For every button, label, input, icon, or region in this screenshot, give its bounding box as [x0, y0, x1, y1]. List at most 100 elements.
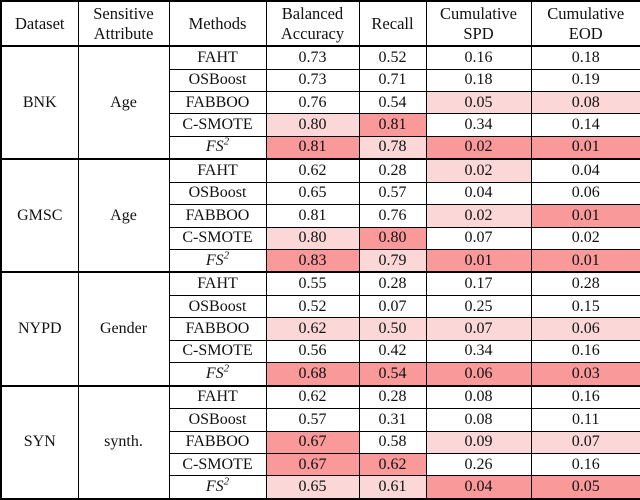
eod-cell: 0.28 [530, 271, 640, 296]
eod-cell: 0.06 [530, 181, 640, 206]
method-label: OSBoost [189, 411, 247, 428]
eod-cell: 0.07 [530, 430, 640, 454]
method-base: OSBoost [188, 410, 247, 428]
method-base: C-SMOTE [182, 116, 253, 134]
balanced-accuracy-cell: 0.81 [265, 204, 360, 228]
balanced-accuracy-cell: 0.73 [265, 68, 360, 92]
method-label: FABBOO [186, 94, 250, 111]
recall-cell: 0.71 [358, 68, 427, 92]
method-base: FABBOO [185, 93, 250, 111]
method-cell: FAHT [168, 271, 267, 296]
balanced-accuracy-cell: 0.80 [265, 113, 360, 137]
balanced-accuracy-cell: 0.55 [265, 271, 360, 296]
method-label: C-SMOTE [182, 116, 252, 133]
table-row: NYPD Gender FAHT 0.55 0.28 0.17 0.28 [0, 271, 640, 387]
recall-cell: 0.54 [358, 90, 427, 115]
method-label: OSBoost [189, 184, 247, 201]
balanced-accuracy-cell: 0.56 [265, 339, 360, 364]
header-cumulative-eod: Cumulative EOD [530, 0, 640, 47]
eod-cell: 0.16 [530, 452, 640, 477]
spd-cell: 0.02 [425, 135, 532, 160]
recall-cell: 0.61 [358, 475, 427, 500]
spd-cell: 0.09 [425, 430, 532, 454]
spd-cell: 0.34 [425, 339, 532, 364]
table-row: C-SMOTE 0.56 0.42 0.34 0.16 [1, 339, 640, 364]
method-superscript: 2 [223, 362, 230, 375]
eod-cell: 0.14 [530, 113, 640, 137]
recall-cell: 0.81 [358, 113, 427, 137]
method-base: C-SMOTE [182, 229, 253, 247]
method-label: FS2 [205, 362, 230, 382]
eod-cell: 0.06 [530, 317, 640, 341]
eod-cell: 0.01 [530, 248, 640, 273]
table-row: FS2 0.83 0.79 0.01 0.01 [1, 248, 640, 273]
method-label: FABBOO [186, 207, 250, 224]
balanced-accuracy-cell: 0.65 [265, 181, 360, 206]
method-label: FAHT [197, 162, 238, 179]
method-base: C-SMOTE [182, 342, 253, 360]
method-superscript: 2 [223, 475, 230, 488]
method-label: OSBoost [189, 71, 247, 88]
eod-cell: 0.01 [530, 204, 640, 228]
balanced-accuracy-cell: 0.80 [265, 226, 360, 250]
table-row: OSBoost 0.57 0.31 0.08 0.11 [1, 408, 640, 432]
spd-cell: 0.16 [425, 45, 532, 70]
method-label: FAHT [197, 275, 238, 292]
recall-cell: 0.28 [358, 384, 427, 410]
recall-cell: 0.80 [358, 226, 427, 250]
balanced-accuracy-cell: 0.68 [265, 362, 360, 387]
method-base: FABBOO [185, 433, 250, 451]
table-header: Dataset Sensitive Attribute Methods Bala… [0, 0, 640, 47]
method-cell: FABBOO [168, 430, 267, 454]
method-cell: OSBoost [168, 408, 267, 432]
spd-cell: 0.25 [425, 294, 532, 319]
recall-cell: 0.62 [358, 452, 427, 477]
table-body: BNK Age FAHT 0.73 0.52 0.16 0.18 OSBoost… [0, 44, 640, 500]
method-base: FABBOO [185, 206, 250, 224]
method-cell: FAHT [168, 384, 267, 410]
method-base: FAHT [197, 161, 238, 179]
recall-cell: 0.28 [358, 271, 427, 296]
method-cell: FAHT [168, 45, 267, 70]
method-cell: FABBOO [168, 317, 267, 341]
table-row: FABBOO 0.62 0.50 0.07 0.06 [1, 317, 640, 341]
method-cell: FS2 [168, 362, 267, 387]
method-label: OSBoost [189, 298, 247, 315]
method-cell: C-SMOTE [168, 339, 267, 364]
method-base: FS [205, 364, 224, 382]
method-label: FS2 [206, 137, 229, 155]
spd-cell: 0.02 [425, 204, 532, 228]
table-row: OSBoost 0.52 0.07 0.25 0.15 [1, 294, 640, 319]
spd-cell: 0.07 [425, 226, 532, 250]
method-cell: FS2 [168, 475, 267, 500]
balanced-accuracy-cell: 0.57 [265, 408, 360, 432]
recall-cell: 0.50 [358, 317, 427, 341]
method-label: FABBOO [186, 433, 250, 450]
recall-cell: 0.78 [358, 135, 427, 160]
method-cell: FABBOO [168, 204, 267, 228]
method-base: OSBoost [188, 184, 247, 202]
dataset-cell: NYPD [0, 271, 79, 387]
balanced-accuracy-cell: 0.83 [265, 248, 360, 273]
recall-cell: 0.28 [358, 158, 427, 183]
attribute-cell: Age [77, 44, 170, 160]
method-label: FS2 [206, 250, 229, 268]
eod-cell: 0.08 [530, 90, 640, 115]
eod-cell: 0.16 [530, 339, 640, 364]
recall-cell: 0.57 [358, 181, 427, 206]
balanced-accuracy-cell: 0.62 [265, 158, 360, 183]
recall-cell: 0.07 [358, 294, 427, 319]
spd-cell: 0.08 [425, 408, 532, 432]
table-row: C-SMOTE 0.80 0.81 0.34 0.14 [1, 113, 640, 137]
eod-cell: 0.04 [530, 158, 640, 183]
method-label: FAHT [197, 388, 238, 405]
balanced-accuracy-cell: 0.62 [265, 384, 360, 410]
header-row: Dataset Sensitive Attribute Methods Bala… [0, 0, 640, 47]
spd-cell: 0.08 [425, 384, 532, 410]
header-cumulative-spd: Cumulative SPD [425, 0, 532, 47]
spd-cell: 0.07 [425, 317, 532, 341]
method-label: C-SMOTE [182, 342, 252, 359]
balanced-accuracy-cell: 0.52 [265, 294, 360, 319]
method-base: C-SMOTE [182, 455, 253, 473]
